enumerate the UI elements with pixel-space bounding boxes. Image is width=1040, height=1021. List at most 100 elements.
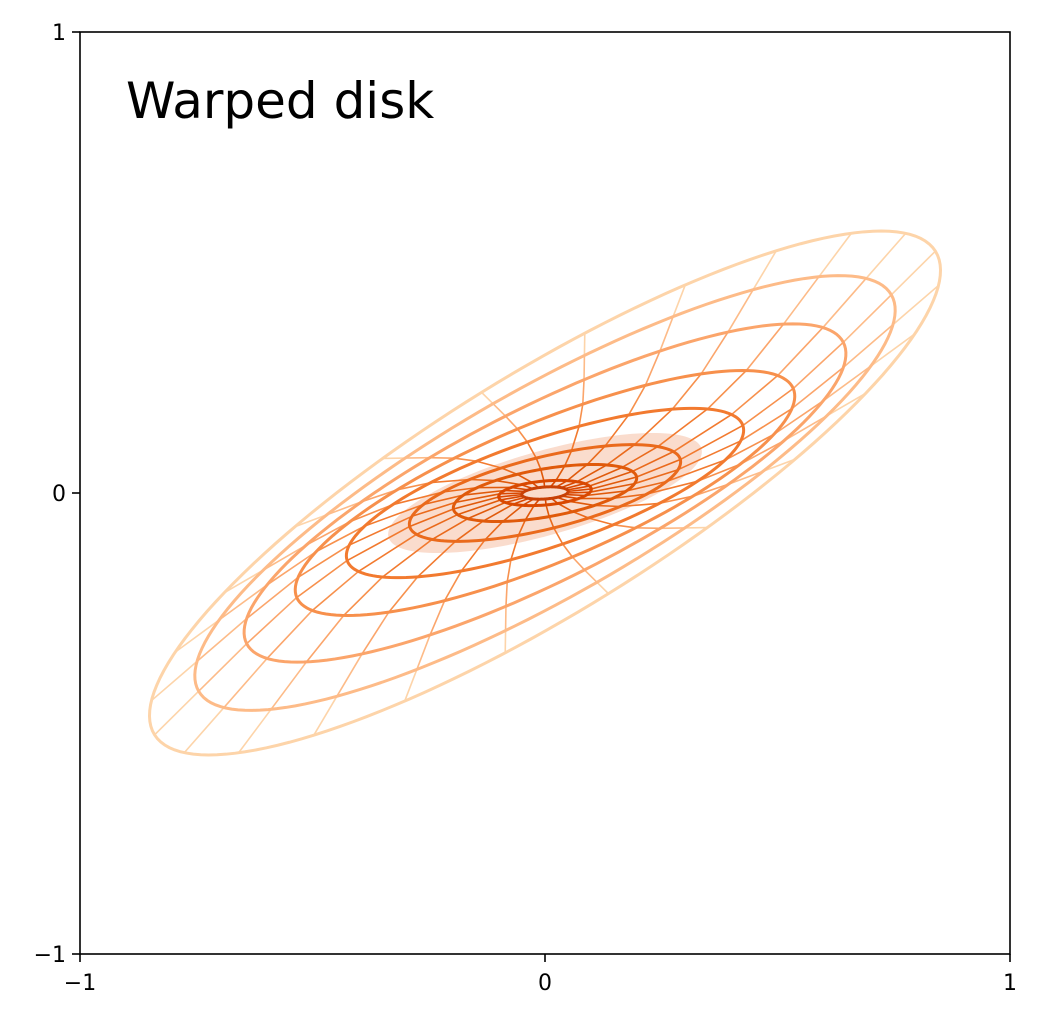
spoke-segment: [311, 570, 359, 612]
spoke-segment: [237, 708, 272, 754]
center-fill: [388, 432, 702, 554]
spoke-segment: [223, 569, 264, 594]
spoke-segment: [564, 482, 585, 490]
spoke-segment: [783, 415, 828, 442]
spoke-segment: [822, 365, 872, 402]
spoke-segment: [572, 510, 589, 519]
spoke-segment: [594, 504, 621, 508]
spoke-segment: [589, 482, 635, 493]
spoke-segment: [348, 515, 413, 546]
spoke-segment: [657, 408, 708, 448]
spoke-segment: [777, 326, 824, 377]
spoke-segment: [588, 517, 614, 526]
spoke-segment: [467, 501, 506, 520]
spoke-segment: [604, 414, 630, 447]
spoke-segment: [346, 525, 411, 562]
spoke-segment: [476, 460, 502, 469]
spoke-segment: [349, 503, 393, 523]
spoke-segment: [506, 559, 512, 582]
spoke-segment: [305, 614, 345, 663]
spoke-segment: [495, 479, 522, 486]
spoke-segment: [706, 369, 747, 410]
spoke-segment: [501, 467, 518, 476]
y-tick-label: 0: [52, 482, 66, 507]
disk-ring-7: [242, 322, 848, 664]
spoke-segment: [266, 550, 317, 586]
spoke-segment: [388, 576, 419, 613]
spoke-segment: [417, 540, 457, 578]
spoke-segment: [516, 473, 533, 484]
x-tick-label: −1: [64, 971, 96, 996]
spoke-segment: [505, 496, 526, 504]
spoke-segment: [632, 450, 674, 473]
spoke-segment: [627, 384, 647, 416]
spoke-segment: [700, 331, 729, 375]
spoke-segment: [596, 581, 609, 595]
spoke-segment: [315, 525, 366, 553]
spoke-segment: [636, 458, 681, 478]
spoke-segment: [792, 341, 844, 390]
spoke-segment: [457, 499, 501, 516]
spoke-segment: [535, 457, 542, 470]
spoke-segment: [361, 611, 390, 655]
spoke-segment: [671, 373, 702, 410]
spoke-segment: [584, 466, 623, 485]
spoke-segment: [262, 544, 307, 571]
spoke-segment: [697, 463, 741, 483]
axis-ticks: −1 0 1 −1 0 1: [34, 21, 1017, 996]
spoke-segment: [562, 543, 574, 558]
spoke-segment: [581, 379, 585, 405]
spoke-segment: [635, 526, 661, 530]
spoke-segment: [266, 609, 313, 660]
spoke-segment: [892, 284, 940, 326]
y-tick-label: 1: [52, 21, 66, 46]
spoke-segment: [822, 277, 867, 329]
spoke-segment: [218, 584, 268, 621]
spoke-segment: [430, 478, 470, 484]
spoke-segment: [677, 440, 742, 471]
spoke-segment: [294, 514, 328, 528]
spoke-segment: [409, 508, 454, 528]
spoke-segment: [870, 333, 916, 367]
spoke-segment: [463, 489, 505, 496]
spoke-segment: [613, 523, 636, 529]
spoke-segment: [731, 374, 779, 416]
spoke-segment: [364, 503, 424, 527]
spoke-segment: [666, 459, 726, 483]
spoke-segment: [540, 469, 545, 482]
spoke-segment: [818, 232, 853, 278]
spoke-segment: [198, 643, 248, 692]
spoke-segment: [297, 544, 350, 579]
spoke-segment: [586, 445, 606, 466]
spoke-segment: [482, 503, 514, 522]
spoke-segment: [431, 517, 469, 541]
spoke-segment: [150, 660, 198, 702]
spoke-segment: [455, 520, 484, 542]
spoke-segment: [270, 661, 308, 710]
spoke-segment: [403, 669, 418, 702]
spoke-segment: [745, 323, 785, 372]
spoke-segment: [505, 581, 509, 607]
spoke-segment: [411, 501, 456, 518]
spoke-segment: [196, 618, 248, 662]
disk-ring-9: [147, 229, 943, 757]
spoke-segment: [567, 485, 590, 491]
spoke-segment: [455, 493, 501, 504]
disk-ring-5: [344, 406, 746, 580]
spoke-segment: [396, 481, 431, 491]
spoke-segment: [727, 289, 754, 333]
disk-ring-1: [520, 485, 570, 501]
spoke-segment: [154, 690, 200, 736]
spoke-segment: [454, 457, 477, 463]
spoke-segment: [606, 444, 635, 466]
spoke-segment: [502, 504, 524, 523]
spoke-segment: [773, 400, 824, 436]
spoke-segment: [742, 387, 794, 427]
x-tick-label: 0: [538, 971, 552, 996]
spoke-segment: [553, 527, 564, 545]
spoke-segment: [634, 468, 679, 485]
spoke-segment: [481, 391, 494, 405]
spoke-segment: [504, 415, 519, 430]
chart-title: Warped disk: [126, 72, 434, 130]
spoke-segment: [423, 494, 464, 506]
